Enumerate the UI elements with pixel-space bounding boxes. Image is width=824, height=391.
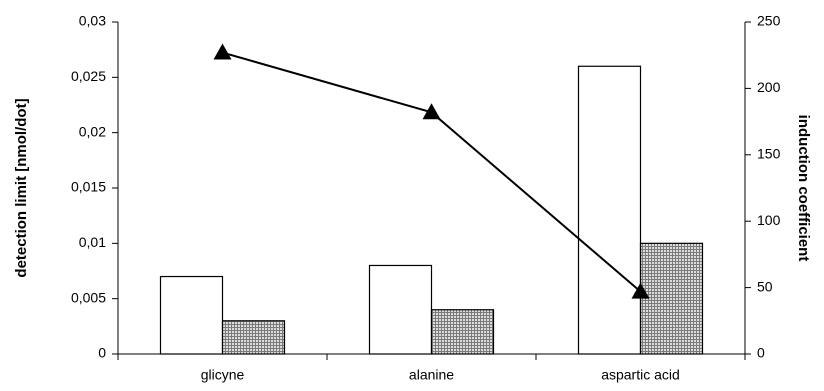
- y2-tick-label: 50: [757, 278, 773, 294]
- bar: [159, 275, 224, 355]
- y-tick-label: 0: [98, 345, 106, 361]
- line: [222, 51, 642, 293]
- y-axis-title: detection limit [nmol/dot]: [13, 98, 30, 277]
- line-marker: [631, 282, 650, 299]
- bar: [577, 65, 642, 355]
- y2-tick-label: 250: [757, 13, 781, 29]
- y-tick-label: 0,02: [79, 123, 106, 139]
- y-tick-label: 0,03: [79, 13, 106, 29]
- bar: [639, 242, 704, 355]
- bar: [368, 264, 433, 355]
- x-tick-label: alanine: [409, 367, 454, 383]
- y-tick-label: 0,025: [71, 68, 106, 84]
- y-tick-label: 0,015: [71, 179, 106, 195]
- x-tick-label: glicyne: [201, 367, 245, 383]
- y2-tick-label: 100: [757, 212, 781, 228]
- bar: [221, 320, 286, 355]
- bar: [430, 309, 495, 355]
- line-marker: [213, 43, 232, 60]
- y2-tick-label: 0: [757, 345, 765, 361]
- x-tick-label: aspartic acid: [601, 367, 680, 383]
- y2-axis-title: induction coefficient: [795, 115, 812, 262]
- y-tick-label: 0,01: [79, 234, 106, 250]
- line-marker: [422, 103, 441, 120]
- y2-tick-label: 150: [757, 146, 781, 162]
- y2-tick-label: 200: [757, 79, 781, 95]
- y-tick-label: 0,005: [71, 289, 106, 305]
